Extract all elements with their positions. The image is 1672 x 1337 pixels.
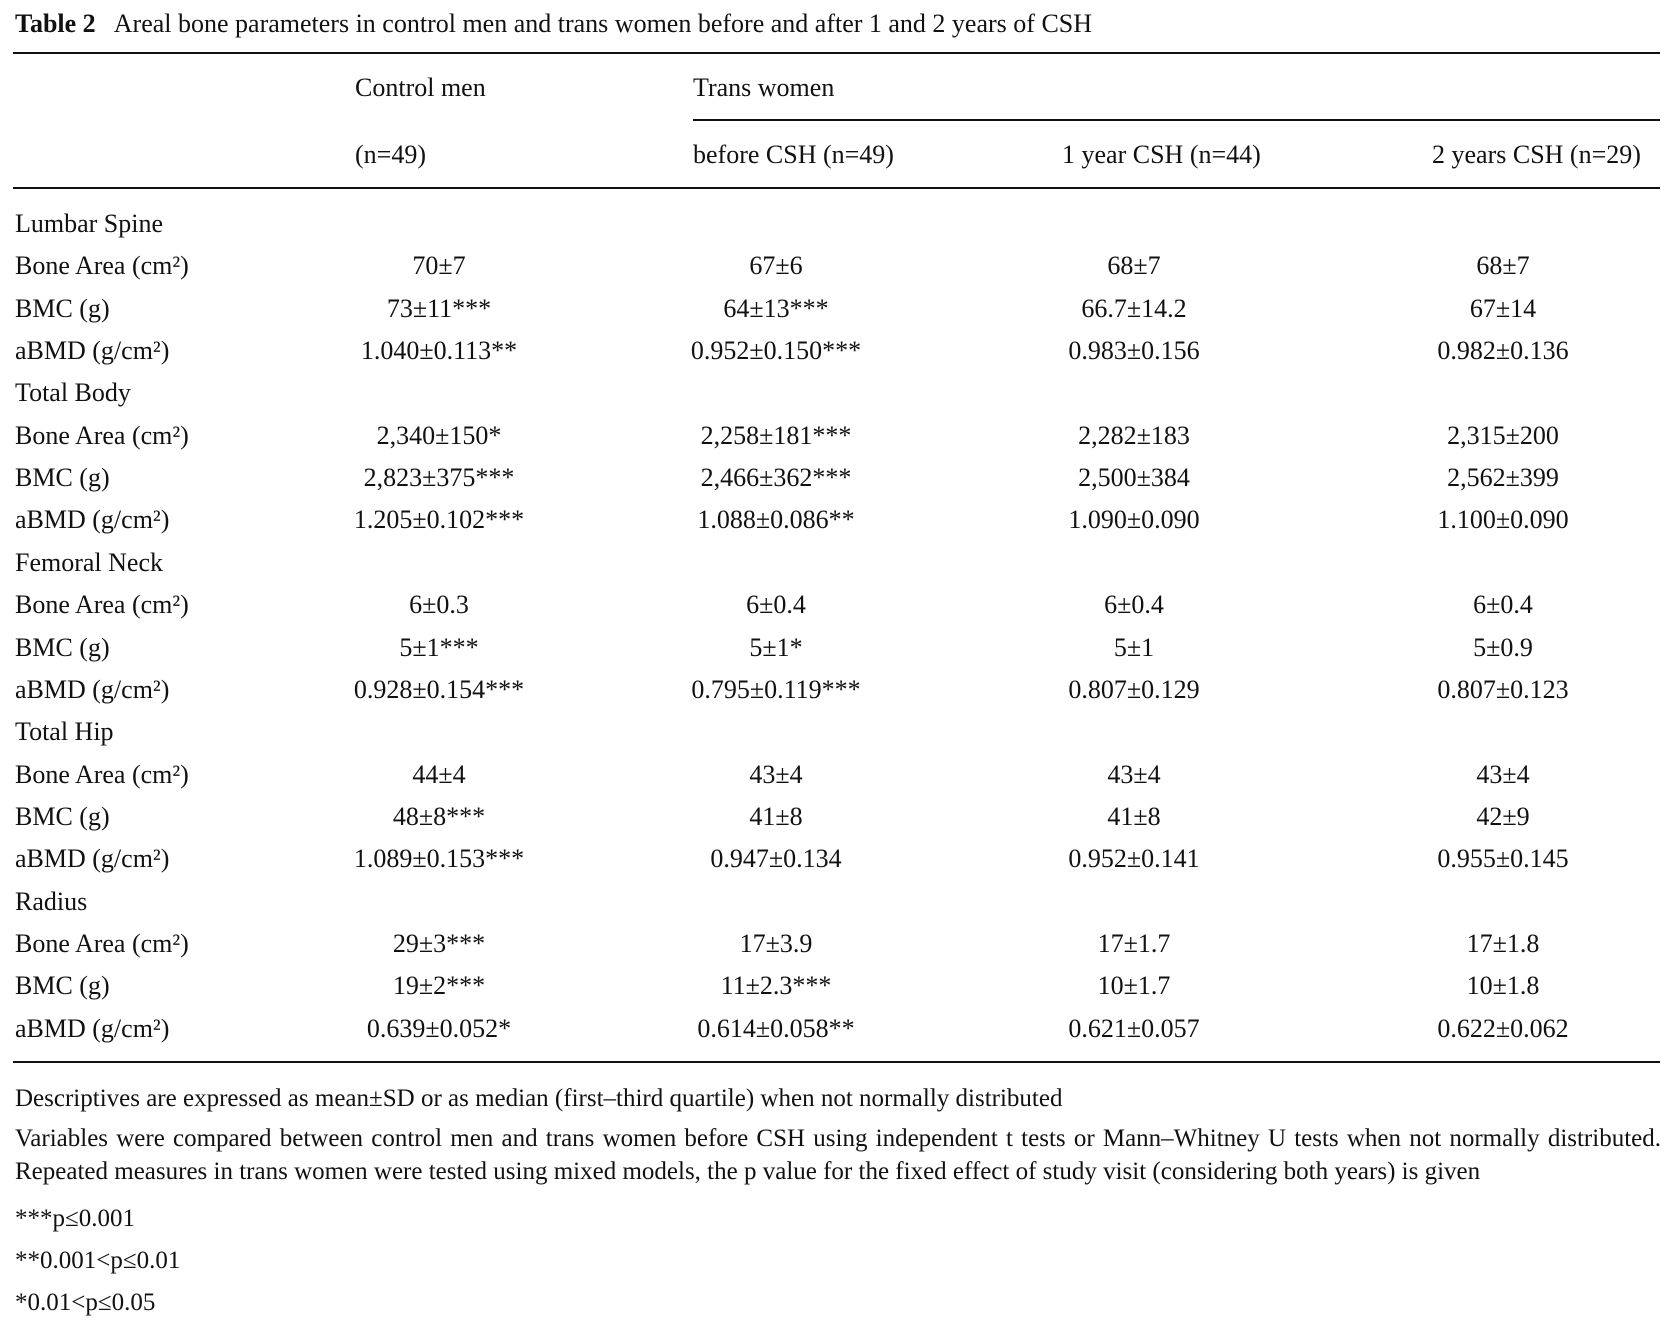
cell: 17±1.7 bbox=[1097, 928, 1171, 958]
cell: 70±7 bbox=[412, 251, 466, 281]
top-rule bbox=[13, 52, 1660, 54]
footnote: *0.01<p≤0.05 bbox=[15, 1289, 156, 1316]
column-header: before CSH (n=49) bbox=[693, 140, 894, 169]
cell: 2,282±183 bbox=[1078, 420, 1190, 450]
row-label: aBMD (g/cm²) bbox=[15, 1013, 170, 1043]
cell: 19±2*** bbox=[392, 971, 486, 1001]
cell: 0.982±0.136 bbox=[1437, 336, 1569, 366]
cell: 0.795±0.119*** bbox=[691, 674, 861, 704]
row-label: aBMD (g/cm²) bbox=[15, 674, 170, 704]
cell: 2,823±375*** bbox=[363, 463, 515, 493]
group-header: Trans women bbox=[693, 73, 835, 102]
caption-text: Areal bone parameters in control men and… bbox=[113, 9, 1093, 38]
cell: 6±0.4 bbox=[1104, 590, 1164, 620]
bottom-rule bbox=[13, 1061, 1660, 1063]
cell: 43±4 bbox=[749, 759, 803, 789]
row-label: BMC (g) bbox=[15, 801, 110, 831]
cell: 17±1.8 bbox=[1466, 928, 1540, 958]
row-label: BMC (g) bbox=[15, 971, 110, 1001]
row-label: BMC (g) bbox=[15, 293, 110, 323]
cell: 1.205±0.102*** bbox=[353, 505, 525, 535]
section-label: Radius bbox=[15, 886, 88, 916]
column-header: 1 year CSH (n=44) bbox=[1062, 140, 1261, 169]
cell: 6±0.4 bbox=[746, 590, 806, 620]
cell: 41±8 bbox=[749, 801, 803, 831]
cell: 0.614±0.058** bbox=[697, 1013, 855, 1043]
cell: 2,466±362*** bbox=[700, 463, 852, 493]
cell: 44±4 bbox=[412, 759, 466, 789]
row-label: BMC (g) bbox=[15, 463, 110, 493]
cell: 0.807±0.129 bbox=[1068, 674, 1200, 704]
cell: 17±3.9 bbox=[739, 928, 813, 958]
cell: 0.807±0.123 bbox=[1437, 674, 1569, 704]
cell: 0.622±0.062 bbox=[1437, 1013, 1569, 1043]
section-label: Total Body bbox=[15, 378, 131, 408]
row-label: aBMD (g/cm²) bbox=[15, 844, 170, 874]
cell: 1.090±0.090 bbox=[1068, 505, 1200, 535]
cell: 2,500±384 bbox=[1078, 463, 1190, 493]
cell: 1.100±0.090 bbox=[1437, 505, 1569, 535]
group-header: Control men bbox=[355, 73, 486, 102]
cell: 73±11*** bbox=[386, 293, 492, 323]
cell: 43±4 bbox=[1476, 759, 1530, 789]
cell: 6±0.4 bbox=[1473, 590, 1533, 620]
cell: 0.983±0.156 bbox=[1068, 336, 1200, 366]
cell: 0.621±0.057 bbox=[1068, 1013, 1200, 1043]
section-label: Lumbar Spine bbox=[15, 209, 164, 238]
cell: 67±14 bbox=[1469, 293, 1537, 323]
section-label: Femoral Neck bbox=[15, 547, 164, 577]
cell: 0.952±0.150*** bbox=[690, 336, 862, 366]
cell: 10±1.7 bbox=[1097, 971, 1171, 1001]
group-rule bbox=[693, 119, 1660, 121]
footnote: Variables were compared between control … bbox=[15, 1125, 1661, 1185]
cell: 0.928±0.154*** bbox=[353, 674, 525, 704]
cell: 6±0.3 bbox=[409, 590, 469, 620]
row-label: BMC (g) bbox=[15, 632, 110, 662]
cell: 5±1* bbox=[749, 632, 803, 662]
caption: Table 2 Areal bone parameters in control… bbox=[15, 11, 1092, 37]
header-rule bbox=[13, 187, 1660, 189]
cell: 0.639±0.052* bbox=[366, 1013, 512, 1043]
cell: 43±4 bbox=[1107, 759, 1161, 789]
footnote: ***p≤0.001 bbox=[15, 1205, 135, 1232]
cell: 5±1 bbox=[1113, 632, 1155, 662]
cell: 67±6 bbox=[749, 251, 803, 281]
row-label: aBMD (g/cm²) bbox=[15, 505, 170, 535]
row-label: Bone Area (cm²) bbox=[15, 759, 189, 789]
cell: 5±0.9 bbox=[1473, 632, 1533, 662]
section-label: Total Hip bbox=[15, 717, 114, 747]
cell: 1.088±0.086** bbox=[697, 505, 855, 535]
cell: 2,315±200 bbox=[1447, 420, 1559, 450]
cell: 68±7 bbox=[1476, 251, 1530, 281]
cell: 2,340±150* bbox=[376, 420, 502, 450]
row-label: aBMD (g/cm²) bbox=[15, 336, 170, 366]
cell: 1.040±0.113** bbox=[360, 336, 518, 366]
cell: 48±8*** bbox=[392, 801, 486, 831]
row-label: Bone Area (cm²) bbox=[15, 590, 189, 620]
cell: 0.952±0.141 bbox=[1068, 844, 1200, 874]
column-header: 2 years CSH (n=29) bbox=[1432, 140, 1641, 169]
row-label: Bone Area (cm²) bbox=[15, 420, 189, 450]
footnote: Descriptives are expressed as mean±SD or… bbox=[15, 1085, 1063, 1112]
cell: 1.089±0.153*** bbox=[353, 844, 525, 874]
cell: 41±8 bbox=[1107, 801, 1161, 831]
cell: 2,258±181*** bbox=[700, 420, 852, 450]
cell: 10±1.8 bbox=[1466, 971, 1540, 1001]
caption-label: Table 2 bbox=[15, 9, 96, 38]
row-label: Bone Area (cm²) bbox=[15, 251, 189, 281]
cell: 5±1*** bbox=[399, 632, 479, 662]
cell: 68±7 bbox=[1107, 251, 1161, 281]
cell: 42±9 bbox=[1476, 801, 1530, 831]
cell: 11±2.3*** bbox=[720, 971, 832, 1001]
cell: 0.955±0.145 bbox=[1437, 844, 1569, 874]
cell: 64±13*** bbox=[723, 293, 829, 323]
footnote: **0.001<p≤0.01 bbox=[15, 1247, 181, 1274]
row-label: Bone Area (cm²) bbox=[15, 928, 189, 958]
cell: 2,562±399 bbox=[1447, 463, 1559, 493]
cell: 66.7±14.2 bbox=[1081, 293, 1187, 323]
column-header: (n=49) bbox=[355, 140, 426, 169]
cell: 0.947±0.134 bbox=[710, 844, 842, 874]
cell: 29±3*** bbox=[392, 928, 486, 958]
